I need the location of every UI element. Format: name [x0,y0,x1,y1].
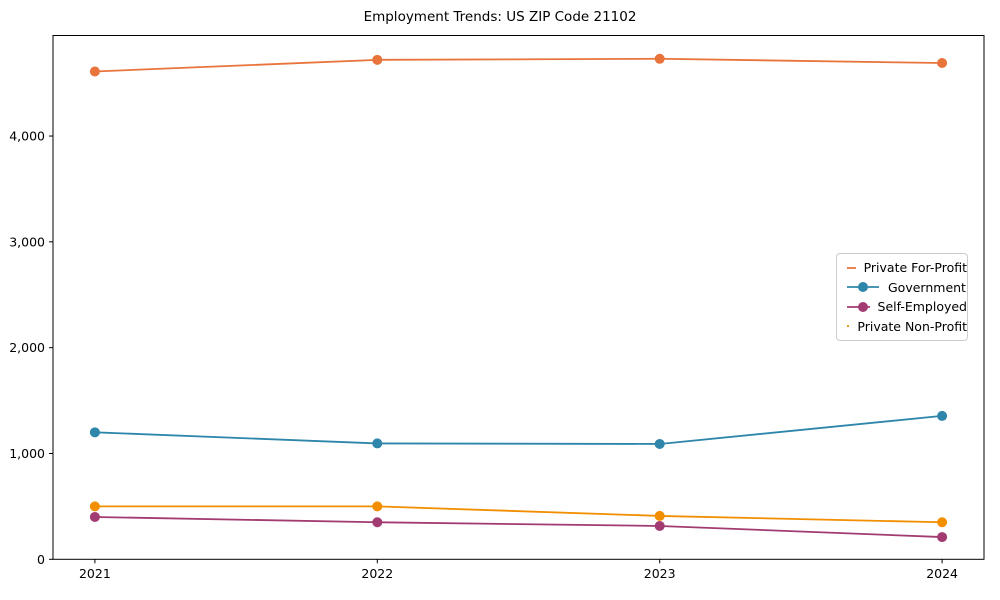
series-line-private-for-profit [93,57,944,73]
legend-item-label: Private For-Profit [863,260,967,276]
legend-item-label: Government [888,279,966,295]
data-point-marker [89,66,100,77]
y-tick-label: 1,000 [9,446,45,461]
y-tick-label: 4,000 [9,129,45,144]
x-tick-label: 2021 [79,566,111,581]
legend-item-label: Private Non-Profit [857,318,967,334]
y-tick-label: 0 [37,552,45,567]
legend-item: Private For-Profit [837,258,967,278]
data-point-marker [89,511,100,522]
series-line-self-employed [93,516,944,538]
legend-line-marker-icon [847,282,879,293]
series-line-private-non-profit [93,505,944,524]
legend-line-marker-icon [847,301,870,312]
data-point-marker [654,53,665,64]
y-tick-label: 2,000 [9,340,45,355]
data-point-marker [372,54,383,65]
data-point-marker [937,532,948,543]
data-point-marker [372,517,383,528]
x-tick-label: 2022 [361,566,393,581]
chart-title: Employment Trends: US ZIP Code 21102 [363,9,637,25]
legend-item: Private Non-Profit [837,317,967,337]
x-tick-label: 2023 [644,566,676,581]
data-point-marker [654,520,665,531]
data-point-marker [89,427,100,438]
plot-spines [52,35,985,560]
y-tick-label: 3,000 [9,234,45,249]
data-point-marker [654,510,665,521]
data-point-marker [654,438,665,449]
data-point-marker [937,517,948,528]
legend-line-marker-icon [847,325,850,328]
legend-line-marker-icon [847,266,856,269]
data-point-marker [372,438,383,449]
series-line-government [93,415,944,445]
x-tick-label: 2024 [926,566,958,581]
data-point-marker [372,501,383,512]
legend-item: Self-Employed [837,297,967,317]
data-point-marker [937,410,948,421]
legend-item-label: Self-Employed [877,299,967,315]
legend: Private For-Profit Government Self-Employe… [836,253,968,341]
data-point-marker [937,58,948,69]
legend-item: Government [837,278,967,298]
data-point-marker [89,501,100,512]
